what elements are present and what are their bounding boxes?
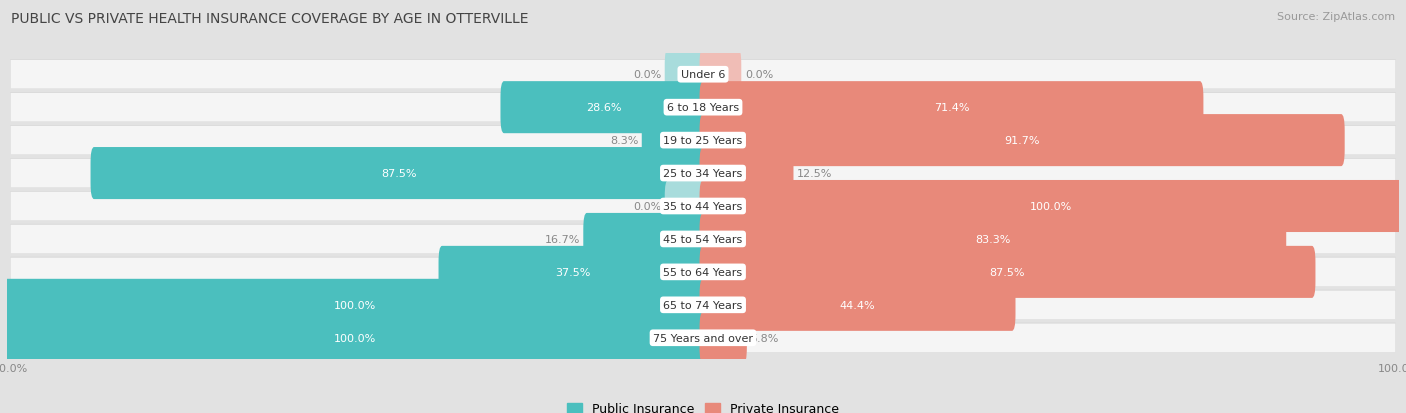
Text: 87.5%: 87.5% [381,169,416,179]
Text: 0.0%: 0.0% [745,70,773,80]
Text: 87.5%: 87.5% [990,267,1025,277]
FancyBboxPatch shape [10,224,1396,253]
Text: 71.4%: 71.4% [934,103,969,113]
FancyBboxPatch shape [10,258,1396,287]
FancyBboxPatch shape [700,82,1204,134]
FancyBboxPatch shape [641,115,706,167]
Text: 37.5%: 37.5% [555,267,591,277]
Text: 45 to 54 Years: 45 to 54 Years [664,234,742,244]
FancyBboxPatch shape [10,192,1396,221]
FancyBboxPatch shape [10,291,1396,320]
FancyBboxPatch shape [700,148,793,199]
Text: 55 to 64 Years: 55 to 64 Years [664,267,742,277]
FancyBboxPatch shape [10,126,1396,155]
FancyBboxPatch shape [10,323,1396,352]
Text: 65 to 74 Years: 65 to 74 Years [664,300,742,310]
Text: 91.7%: 91.7% [1004,136,1040,146]
FancyBboxPatch shape [10,93,1396,122]
Text: 5.8%: 5.8% [751,333,779,343]
FancyBboxPatch shape [10,290,1396,319]
Text: Source: ZipAtlas.com: Source: ZipAtlas.com [1277,12,1395,22]
FancyBboxPatch shape [700,312,747,364]
Legend: Public Insurance, Private Insurance: Public Insurance, Private Insurance [562,397,844,413]
Text: 0.0%: 0.0% [633,70,661,80]
Text: 100.0%: 100.0% [333,300,377,310]
FancyBboxPatch shape [10,257,1396,286]
FancyBboxPatch shape [10,60,1396,89]
FancyBboxPatch shape [4,312,706,364]
Text: 12.5%: 12.5% [797,169,832,179]
Text: 28.6%: 28.6% [586,103,621,113]
Text: 16.7%: 16.7% [544,234,579,244]
FancyBboxPatch shape [10,159,1396,188]
FancyBboxPatch shape [501,82,706,134]
Text: 100.0%: 100.0% [333,333,377,343]
Text: 75 Years and over: 75 Years and over [652,333,754,343]
Text: 25 to 34 Years: 25 to 34 Years [664,169,742,179]
FancyBboxPatch shape [90,148,706,199]
FancyBboxPatch shape [700,214,1286,265]
Text: 44.4%: 44.4% [839,300,876,310]
Text: 0.0%: 0.0% [633,202,661,211]
FancyBboxPatch shape [700,49,741,101]
Text: 83.3%: 83.3% [976,234,1011,244]
FancyBboxPatch shape [700,115,1344,167]
FancyBboxPatch shape [700,246,1316,298]
FancyBboxPatch shape [665,49,706,101]
FancyBboxPatch shape [700,279,1015,331]
FancyBboxPatch shape [583,214,706,265]
FancyBboxPatch shape [10,126,1396,155]
Text: 35 to 44 Years: 35 to 44 Years [664,202,742,211]
FancyBboxPatch shape [665,180,706,233]
Text: 100.0%: 100.0% [1029,202,1073,211]
FancyBboxPatch shape [439,246,706,298]
FancyBboxPatch shape [10,192,1396,221]
Text: 19 to 25 Years: 19 to 25 Years [664,136,742,146]
FancyBboxPatch shape [10,61,1396,90]
FancyBboxPatch shape [700,180,1402,233]
Text: 8.3%: 8.3% [610,136,638,146]
Text: PUBLIC VS PRIVATE HEALTH INSURANCE COVERAGE BY AGE IN OTTERVILLE: PUBLIC VS PRIVATE HEALTH INSURANCE COVER… [11,12,529,26]
Text: 6 to 18 Years: 6 to 18 Years [666,103,740,113]
FancyBboxPatch shape [10,159,1396,188]
FancyBboxPatch shape [10,323,1396,352]
FancyBboxPatch shape [4,279,706,331]
FancyBboxPatch shape [10,225,1396,254]
FancyBboxPatch shape [10,93,1396,122]
Text: Under 6: Under 6 [681,70,725,80]
